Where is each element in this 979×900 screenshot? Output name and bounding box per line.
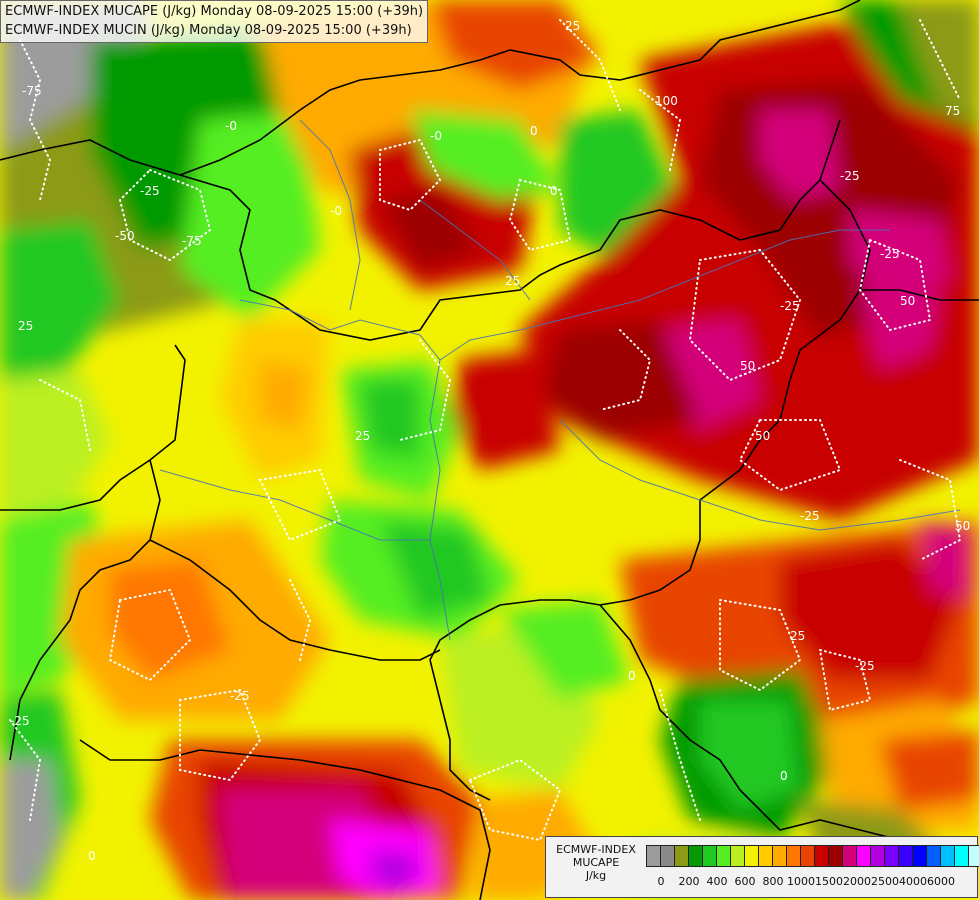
- legend-swatch: [800, 845, 815, 867]
- legend-swatch: [660, 845, 675, 867]
- legend-tick-label: 400: [706, 875, 728, 888]
- mucin-contours: [9, 19, 962, 842]
- legend-swatch: [730, 845, 745, 867]
- contour-label: 0: [628, 669, 636, 683]
- legend-tick-label: 1500: [815, 875, 843, 888]
- legend-swatch: [716, 845, 731, 867]
- legend-tick-label: 4000: [899, 875, 927, 888]
- contour-label: 50: [900, 294, 915, 308]
- contour-label: -25: [855, 659, 875, 673]
- map-title-box: ECMWF-INDEX MUCAPE (J/kg) Monday 08-09-2…: [0, 0, 429, 43]
- contour-label: -50: [115, 229, 135, 243]
- legend-tick-label: 0: [657, 875, 665, 888]
- legend-swatch: [828, 845, 843, 867]
- legend-swatch: [856, 845, 871, 867]
- contour-label: 50: [740, 359, 755, 373]
- contour-label: -25: [880, 247, 900, 261]
- contour-label: -25: [10, 714, 30, 728]
- contour-label: -75: [182, 234, 202, 248]
- legend-swatch: [688, 845, 703, 867]
- legend-tick-label: 800: [762, 875, 784, 888]
- mucin-title: ECMWF-INDEX MUCIN (J/kg) Monday 08-09-20…: [5, 23, 412, 38]
- legend-swatch: [744, 845, 759, 867]
- legend-swatch: [842, 845, 857, 867]
- contour-label: 0: [550, 184, 558, 198]
- contour-label: -25: [230, 689, 250, 703]
- contour-label: 0: [88, 849, 96, 863]
- contour-label: -25: [800, 509, 820, 523]
- legend-variable: MUCAPE: [572, 856, 620, 869]
- legend-swatch: [786, 845, 801, 867]
- legend-swatch: [702, 845, 717, 867]
- legend-tick-label: 600: [734, 875, 756, 888]
- legend-swatch: [870, 845, 885, 867]
- legend-swatch: [646, 845, 661, 867]
- legend-swatch: [814, 845, 829, 867]
- legend-swatch: [898, 845, 913, 867]
- contour-label: 25: [355, 429, 370, 443]
- legend-tick-label: 200: [678, 875, 700, 888]
- legend-swatch: [954, 845, 969, 867]
- legend-swatch: [940, 845, 955, 867]
- legend-swatch: [758, 845, 773, 867]
- contour-label: -25: [780, 299, 800, 313]
- contour-label: 25: [505, 274, 520, 288]
- legend-tick-label: 1000: [787, 875, 815, 888]
- legend-tick-label: 2500: [871, 875, 899, 888]
- legend-tick-label: 6000: [927, 875, 955, 888]
- contour-label: 50: [755, 429, 770, 443]
- contour-label: 0: [780, 769, 788, 783]
- legend-swatch: [884, 845, 899, 867]
- contour-label: 25: [565, 19, 580, 33]
- contour-label-group: -75 25 -25 -50 -75 -0 25 100 -0 0 -0 0 2…: [10, 19, 970, 863]
- legend-swatch: [674, 845, 689, 867]
- contour-label: -25: [140, 184, 160, 198]
- contour-label: -0: [225, 119, 237, 133]
- contour-label: 50: [955, 519, 970, 533]
- contour-label: 25: [18, 319, 33, 333]
- legend-model: ECMWF-INDEX: [556, 843, 636, 856]
- contour-label: -0: [330, 204, 342, 218]
- contour-label: -75: [22, 84, 42, 98]
- legend-unit: J/kg: [585, 869, 607, 882]
- legend-title: ECMWF-INDEX MUCAPE J/kg: [548, 843, 644, 882]
- legend-swatches: [646, 845, 979, 867]
- contour-label: 100: [655, 94, 678, 108]
- mucape-title: ECMWF-INDEX MUCAPE (J/kg) Monday 08-09-2…: [5, 4, 424, 19]
- contour-label: -25: [840, 169, 860, 183]
- contour-label: 0: [530, 124, 538, 138]
- legend-swatch: [926, 845, 941, 867]
- legend-tick-label: 2000: [843, 875, 871, 888]
- contour-label: -0: [430, 129, 442, 143]
- contour-label: 75: [945, 104, 960, 118]
- color-legend: ECMWF-INDEX MUCAPE J/kg 0 200 400 600 800 100…: [545, 836, 979, 898]
- legend-swatch: [968, 845, 979, 867]
- rivers: [159, 119, 961, 641]
- legend-swatch: [912, 845, 927, 867]
- contour-label: 25: [790, 629, 805, 643]
- legend-swatch: [772, 845, 787, 867]
